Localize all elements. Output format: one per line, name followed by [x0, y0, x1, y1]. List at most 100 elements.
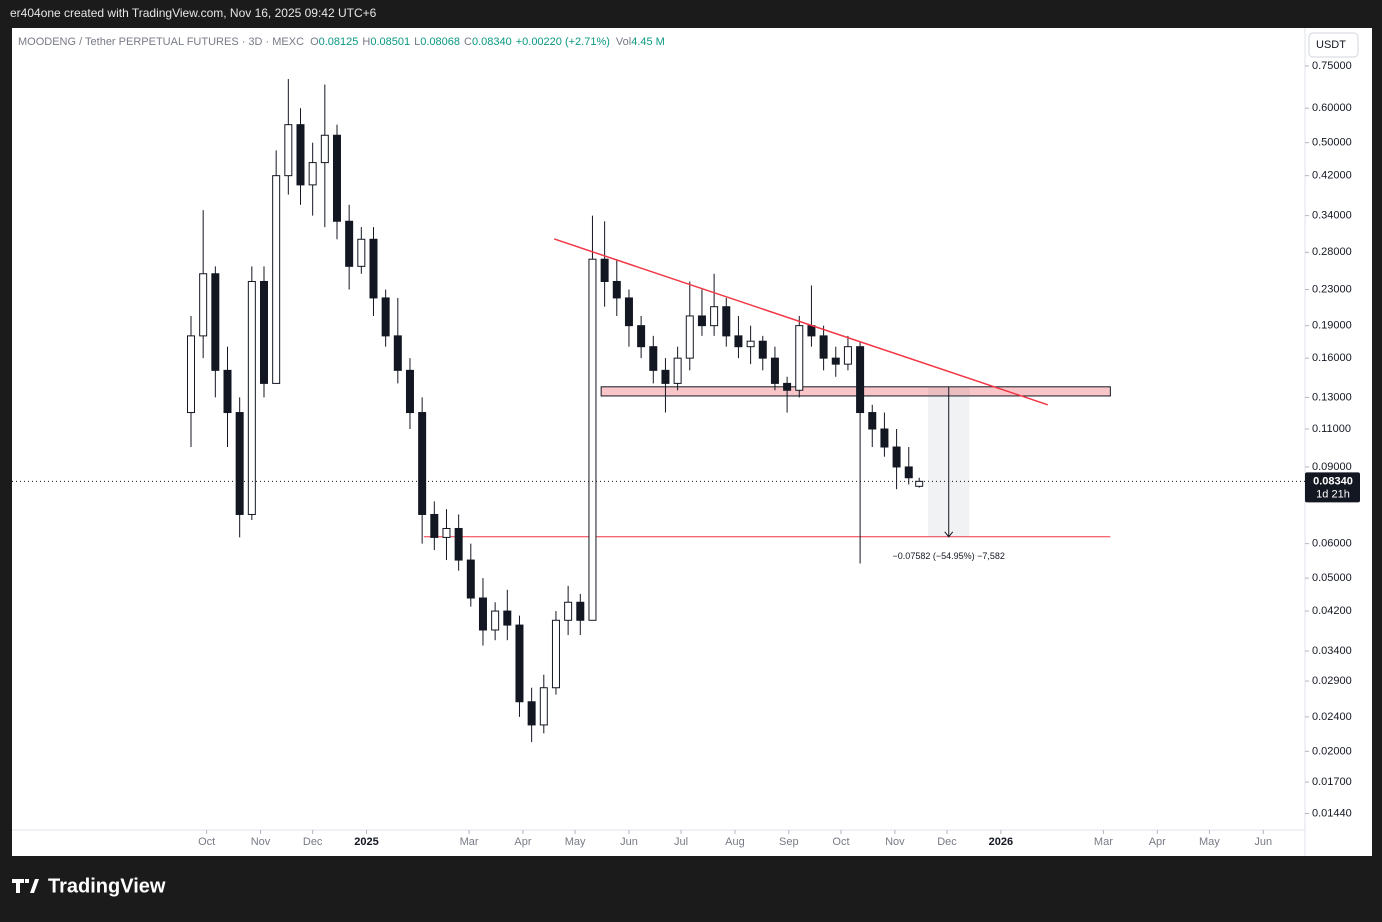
x-tick-label: May: [565, 836, 586, 848]
y-tick-label: 0.03400: [1312, 645, 1352, 657]
candle-body: [710, 306, 719, 327]
x-tick-label: Oct: [832, 836, 849, 848]
y-tick-label: 0.34000: [1312, 210, 1352, 222]
y-tick-label: 0.11000: [1312, 423, 1351, 435]
brand-logo: [12, 879, 39, 893]
y-tick-label: 0.50000: [1312, 137, 1352, 149]
y-tick-label: 0.16000: [1312, 352, 1352, 364]
candle-body: [588, 258, 597, 621]
candle-body: [332, 134, 341, 222]
candle-body: [661, 369, 670, 384]
y-tick-label: 0.42000: [1312, 170, 1352, 182]
symbol: MOODENG / Tether PERPETUAL FUTURES · 3D …: [18, 36, 304, 48]
candle-body: [722, 306, 731, 337]
candle-body: [491, 610, 500, 631]
candle-body: [783, 382, 792, 391]
candle-body: [466, 559, 475, 599]
candle-body: [564, 601, 573, 621]
y-tick-label: 0.04200: [1312, 605, 1352, 617]
candle-body: [478, 597, 487, 631]
legend-key: Vol: [616, 36, 631, 48]
x-tick-label: Mar: [1094, 836, 1113, 848]
candle-body: [211, 273, 220, 371]
candle-body: [199, 273, 208, 337]
measure-arrow: [944, 386, 954, 538]
trendline: [553, 238, 1049, 406]
countdown: 1d 21h: [1316, 488, 1350, 500]
candle-body: [807, 325, 816, 337]
candle-body: [454, 527, 463, 561]
candle-body: [770, 357, 779, 384]
candle-body: [272, 175, 281, 384]
x-tick-label: May: [1199, 836, 1220, 848]
candle-body: [612, 280, 621, 299]
legend: MOODENG / Tether PERPETUAL FUTURES · 3D …: [18, 36, 665, 48]
x-tick-label: 2025: [354, 836, 378, 848]
y-tick-label: 0.02400: [1312, 711, 1352, 723]
candle-body: [284, 124, 293, 177]
x-tick-label: Dec: [303, 836, 323, 848]
candle-body: [247, 280, 256, 515]
candle-body: [345, 220, 354, 267]
legend-key: O: [310, 36, 319, 48]
x-tick-label: Dec: [937, 836, 957, 848]
candle-body: [296, 124, 305, 186]
candle-body: [600, 258, 609, 282]
x-tick-label: Oct: [198, 836, 215, 848]
candle-body: [819, 335, 828, 359]
candle-body: [539, 687, 548, 726]
legend-change: +0.00220 (+2.71%): [516, 36, 610, 48]
y-tick-label: 0.09000: [1312, 461, 1352, 473]
x-tick-label: Apr: [1149, 836, 1166, 848]
candle-body: [624, 297, 633, 327]
legend-value: 4.45 M: [631, 36, 665, 48]
candle-body: [637, 325, 646, 348]
candle-body: [649, 346, 658, 371]
zone: [600, 386, 1111, 397]
y-tick-label: 0.02000: [1312, 745, 1352, 757]
candle-body: [418, 412, 427, 515]
y-tick-label: 0.01700: [1312, 776, 1352, 788]
candle-body: [734, 335, 743, 348]
candle-body: [235, 412, 244, 515]
candle-body: [576, 601, 585, 621]
x-tick-label: Jun: [1254, 836, 1272, 848]
y-tick-label: 0.23000: [1312, 283, 1352, 295]
y-tick-label: 0.01440: [1312, 807, 1352, 819]
legend-value: 0.08501: [370, 36, 410, 48]
candle-body: [405, 369, 414, 414]
legend-key: C: [464, 36, 472, 48]
brand: TradingView: [48, 875, 166, 897]
candle-body: [831, 357, 840, 365]
candle-body: [223, 369, 232, 414]
candle-body: [551, 619, 560, 689]
candle-body: [357, 238, 366, 267]
x-tick-label: Mar: [460, 836, 479, 848]
y-tick-label: 0.06000: [1312, 538, 1352, 550]
y-tick-label: 0.13000: [1312, 391, 1352, 403]
candle-body: [685, 315, 694, 359]
legend-value: 0.08068: [420, 36, 460, 48]
y-tick-label: 0.19000: [1312, 320, 1352, 332]
y-tick-label: 0.75000: [1312, 60, 1352, 72]
plot: 0.75000 0.60000 0.50000 0.42000 0.34000 0.280…: [12, 60, 1360, 848]
x-tick-label: Jun: [620, 836, 638, 848]
x-tick-label: Apr: [514, 836, 531, 848]
legend-key: L: [414, 36, 420, 48]
candle-body: [758, 340, 767, 359]
chart-panel: [12, 28, 1372, 856]
currency-button[interactable]: [1308, 32, 1359, 58]
x-tick-label: 2026: [989, 836, 1013, 848]
credit: er404one created with TradingView.com, N…: [10, 6, 377, 20]
candle-body: [259, 280, 268, 384]
candle-body: [843, 346, 852, 365]
candle-body: [697, 315, 706, 327]
x-tick-label: Nov: [251, 836, 271, 848]
candle-body: [892, 446, 901, 468]
x-tick-label: Nov: [885, 836, 905, 848]
last-price-box: [1305, 472, 1360, 503]
candle-body: [430, 513, 439, 538]
y-tick-label: 0.05000: [1312, 572, 1352, 584]
candle-body: [795, 325, 804, 391]
